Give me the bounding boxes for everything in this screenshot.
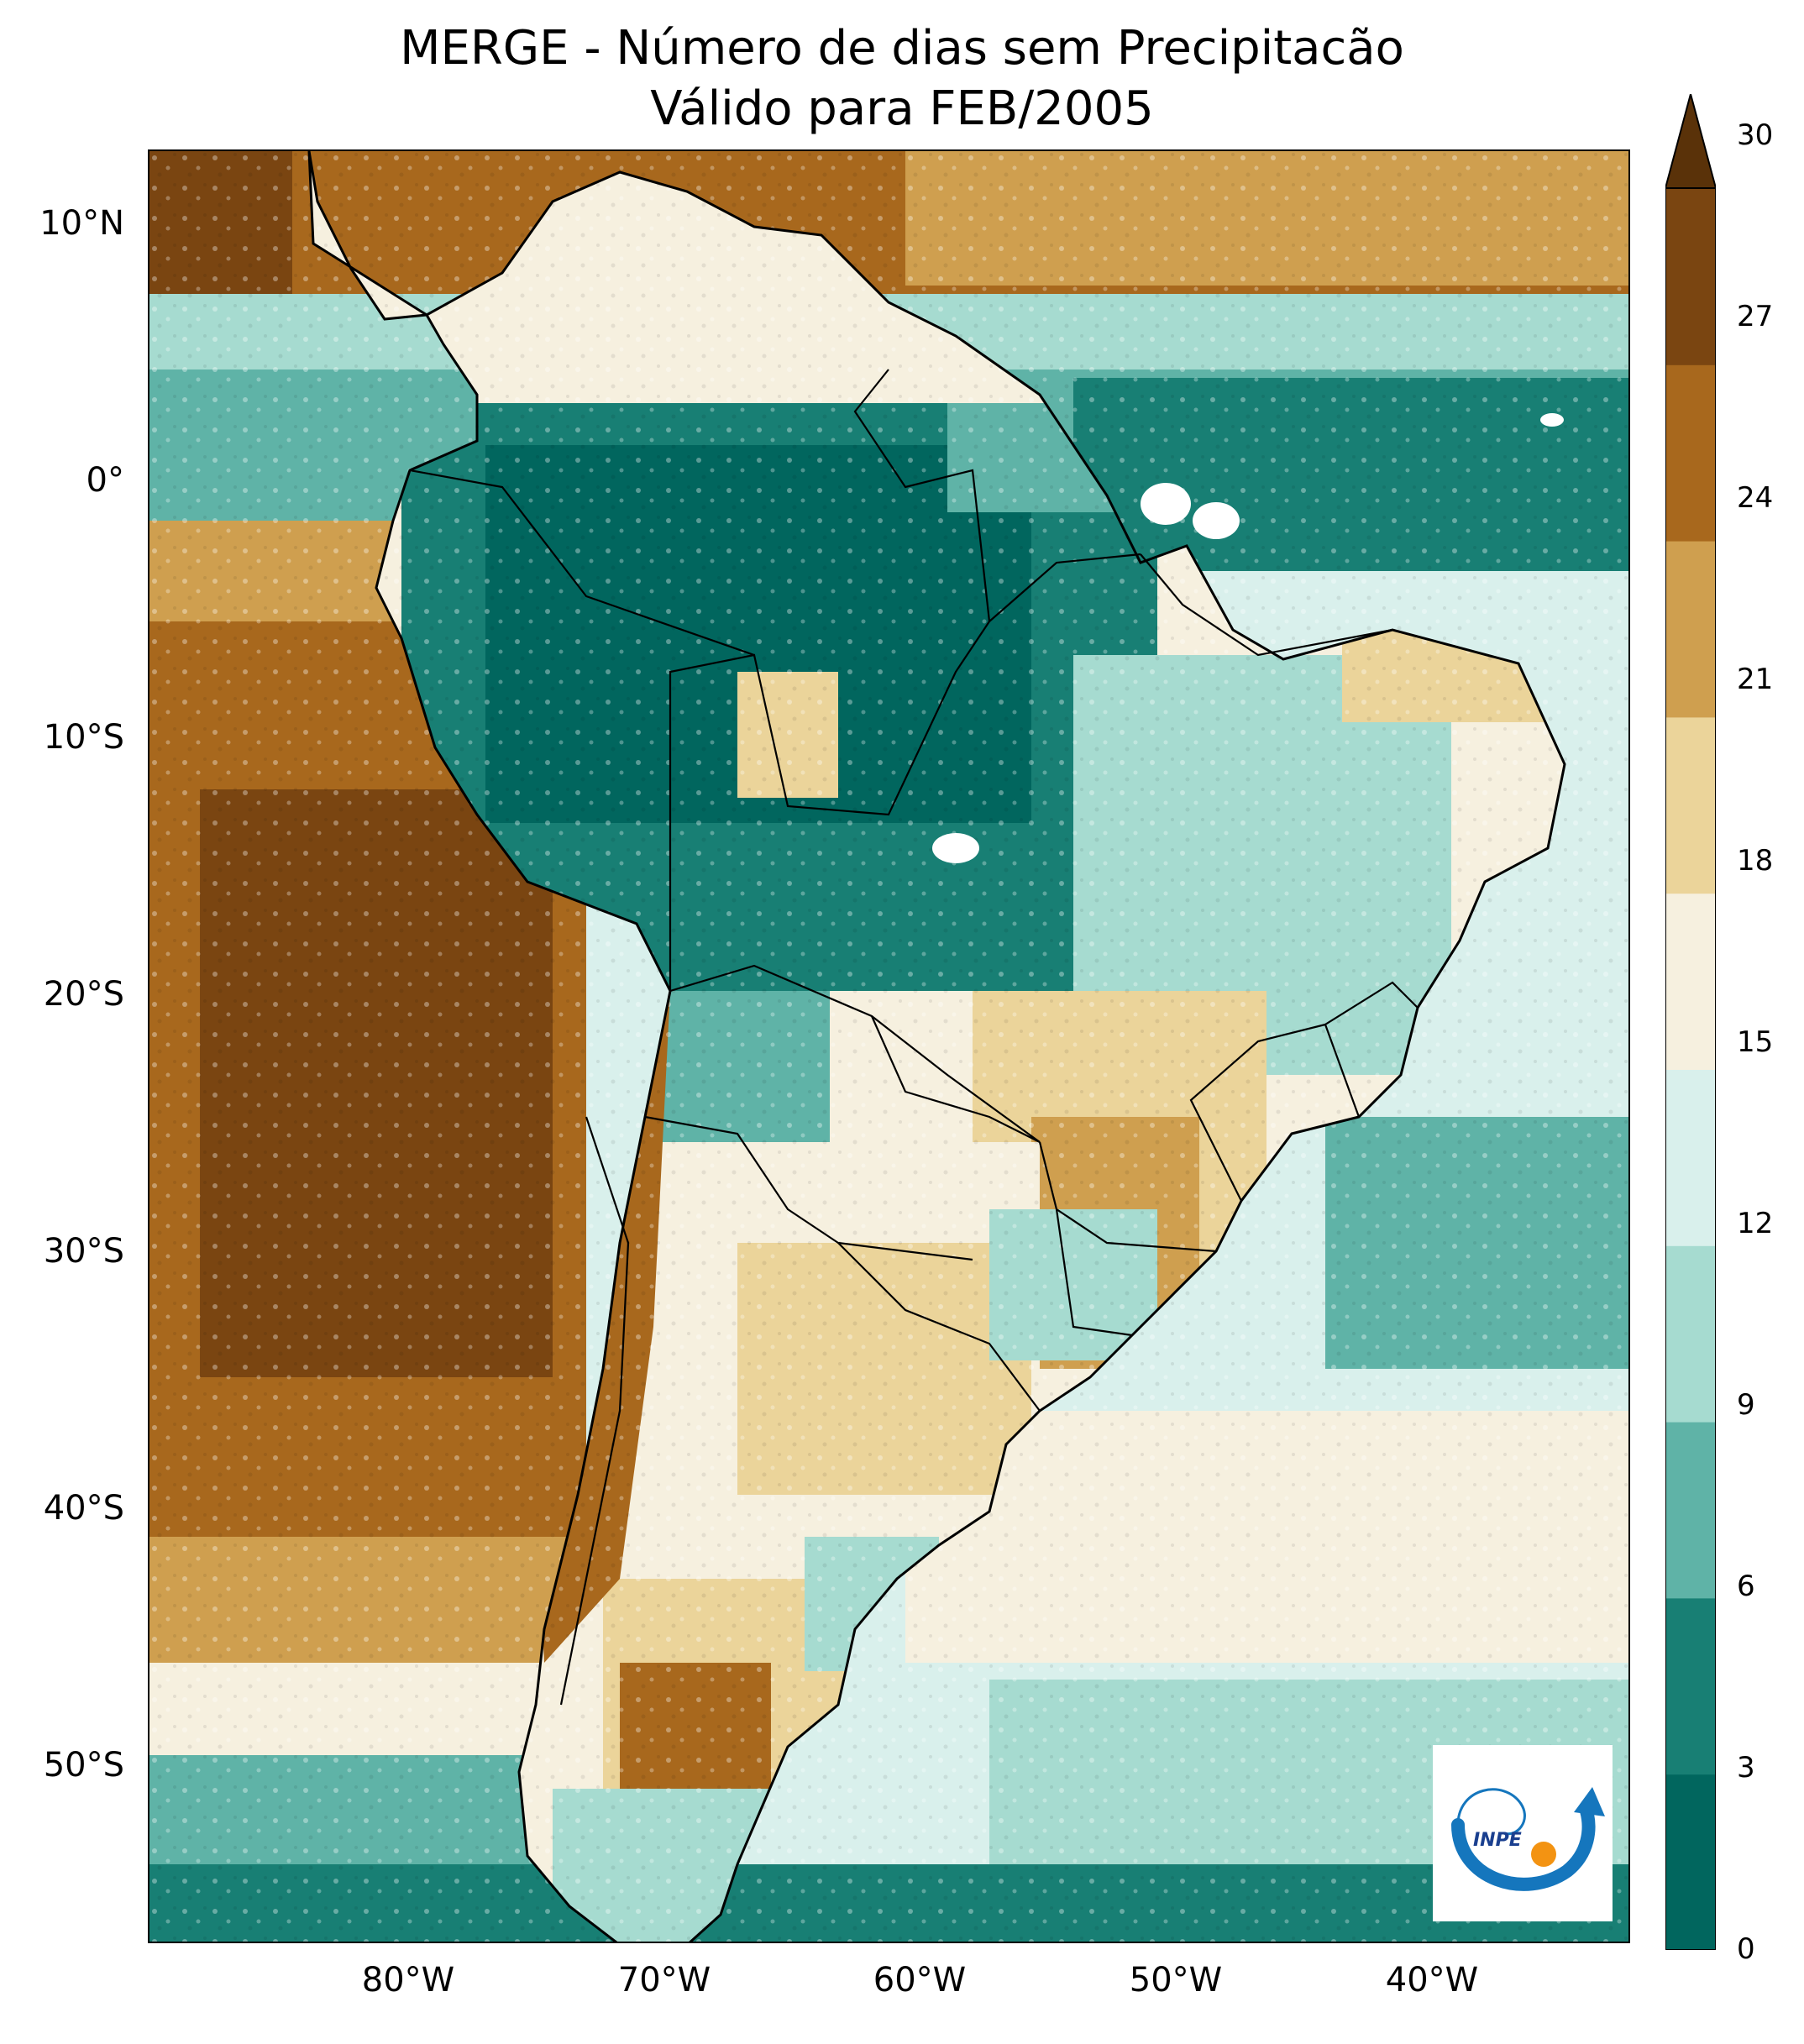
colorbar-tick-12: 12 [1737, 1207, 1774, 1240]
colorbar-tick-9: 9 [1737, 1388, 1755, 1422]
political-border [837, 1242, 1041, 1412]
political-border [853, 369, 991, 622]
political-border [644, 1115, 973, 1261]
colorbar-band-18-21 [1665, 716, 1716, 894]
lon-label-40w: 40°W [1385, 1961, 1479, 1999]
lat-label-10s: 10°S [43, 718, 124, 757]
no-data-patch [1193, 502, 1240, 539]
lon-label-70w: 70°W [617, 1961, 711, 1999]
political-border [1189, 1023, 1326, 1202]
inpe-logo-text: INPE [1473, 1830, 1522, 1851]
inpe-logo-arrowhead [1574, 1787, 1605, 1816]
colorbar-tick-30: 30 [1737, 118, 1774, 152]
map-panel [148, 149, 1630, 1943]
political-border [870, 1015, 1041, 1143]
political-border [409, 469, 755, 657]
political-border [559, 1116, 630, 1706]
inpe-logo-arc [1451, 1801, 1596, 1891]
map-canvas [149, 151, 1628, 1942]
colorbar-band-24-27 [1665, 364, 1716, 542]
inpe-logo-graphic: INPE [1451, 1787, 1605, 1891]
inpe-logo-dot [1531, 1842, 1556, 1867]
no-data-patch [932, 833, 979, 863]
chart-title-line-2: Válido para FEB/2005 [650, 81, 1154, 136]
chart-title-line-1: MERGE - Número de dias sem Precipitacão [400, 21, 1404, 76]
political-border [1140, 553, 1393, 657]
lat-label-20s: 20°S [43, 975, 124, 1014]
political-border [1038, 1141, 1217, 1253]
colorbar-band-27-30 [1665, 188, 1716, 365]
colorbar-band-0-3 [1665, 1774, 1716, 1950]
colorbar-band-9-12 [1665, 1245, 1716, 1423]
lon-label-80w: 80°W [361, 1961, 455, 1999]
lat-label-0: 0° [86, 461, 124, 500]
political-border [1055, 1208, 1133, 1337]
colorbar-tick-3: 3 [1737, 1751, 1755, 1785]
colorbar-tick-15: 15 [1737, 1025, 1774, 1059]
colorbar-tick-18: 18 [1737, 844, 1774, 878]
colorbar-band-15-18 [1665, 893, 1716, 1070]
colorbar-outline [1665, 187, 1716, 1950]
colorbar-tick-6: 6 [1737, 1570, 1755, 1603]
colorbar-tick-21: 21 [1737, 663, 1774, 696]
political-boundaries [307, 151, 1566, 1942]
inpe-logo: INPE [1433, 1745, 1613, 1921]
political-border [1324, 981, 1419, 1118]
colorbar-extend-arrow [1665, 94, 1716, 189]
lat-label-10n: 10°N [39, 204, 124, 243]
lon-label-60w: 60°W [873, 1961, 967, 1999]
political-border [669, 553, 1141, 991]
no-data-patches [932, 413, 1564, 863]
lat-label-40s: 40°S [43, 1489, 124, 1528]
colorbar-band-21-24 [1665, 540, 1716, 718]
colorbar-tick-24: 24 [1737, 481, 1774, 515]
lat-label-50s: 50°S [43, 1746, 124, 1785]
no-data-patch [1141, 483, 1191, 525]
lon-label-50w: 50°W [1129, 1961, 1223, 1999]
inpe-logo-swirl [1456, 1788, 1526, 1836]
colorbar [1665, 94, 1716, 1950]
colorbar-band-6-9 [1665, 1421, 1716, 1599]
colorbar-band-12-15 [1665, 1069, 1716, 1246]
no-data-patch [1540, 413, 1564, 427]
colorbar-tick-27: 27 [1737, 300, 1774, 333]
colorbar-tick-0: 0 [1737, 1932, 1755, 1966]
colorbar-band-3-6 [1665, 1597, 1716, 1775]
coastline [307, 151, 1566, 1942]
texture-overlay [149, 151, 1628, 1942]
lat-label-30s: 30°S [43, 1232, 124, 1271]
